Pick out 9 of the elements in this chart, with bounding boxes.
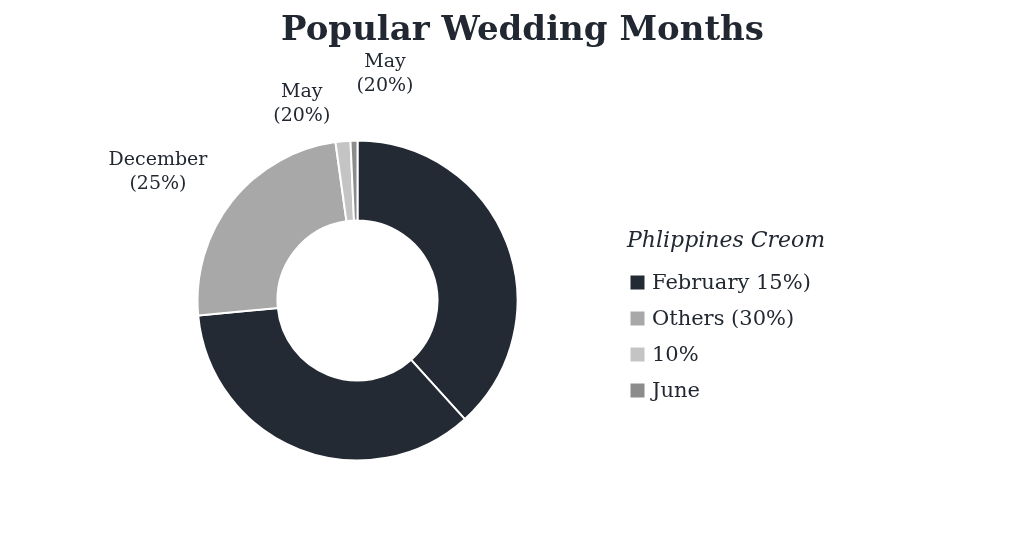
legend-label: February 15%) [652, 270, 811, 294]
text: May (20%) [356, 49, 414, 96]
text: December (25%) [108, 147, 208, 194]
legend-label: 10% [652, 342, 699, 366]
legend-label: June [652, 378, 700, 402]
chart-title: Popular Wedding Months [281, 7, 764, 48]
legend-label: Others (30%) [652, 306, 795, 330]
legend-title: Phlippines Creom [627, 227, 826, 252]
text: May (20%) [273, 79, 331, 126]
